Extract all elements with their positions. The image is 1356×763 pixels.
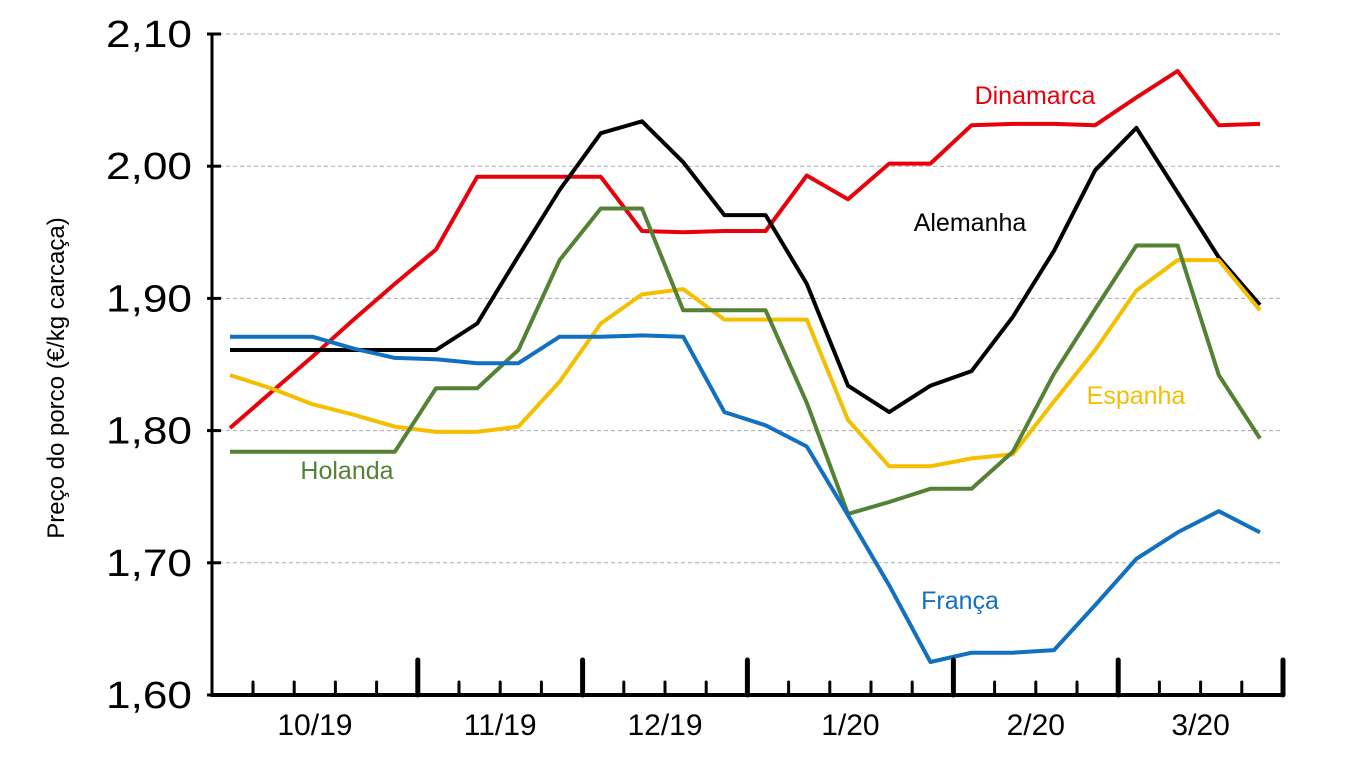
series-label: Espanha: [1087, 382, 1186, 410]
x-tick-label: 10/19: [277, 709, 352, 742]
x-tick-label: 11/19: [464, 709, 537, 742]
series-label: França: [921, 587, 999, 615]
x-tick-label: 12/19: [627, 709, 702, 742]
axes: [207, 32, 1286, 698]
series-line-espanha: [229, 258, 1262, 469]
series-label: Alemanha: [914, 209, 1027, 237]
x-tick-label: 2/20: [1007, 709, 1065, 742]
x-tick-label: 1/20: [821, 709, 879, 742]
gridlines: [212, 33, 1280, 564]
y-tick-label: 1,80: [106, 411, 192, 453]
y-tick-label: 1,70: [106, 543, 192, 585]
series-label: Holanda: [300, 457, 393, 485]
series-line-frança: [230, 333, 1261, 664]
x-tick-label: 3/20: [1171, 709, 1229, 742]
series-labels: Dinamarca Alemanha Espanha Holanda França: [300, 82, 1185, 615]
series-line-dinamarca: [228, 69, 1261, 430]
y-tick-labels: 1,60 1,70 1,80 1,90 2,00 2,10: [106, 14, 192, 717]
x-tick-labels: 10/19 11/19 12/19 1/20 2/20 3/20: [277, 709, 1229, 742]
y-tick-label: 2,10: [106, 14, 192, 56]
series-line-holanda: [230, 206, 1262, 516]
series-line-alemanha: [230, 119, 1262, 415]
y-axis-label: Preço do porco (€/kg carcaça): [43, 217, 70, 538]
y-tick-label: 2,00: [106, 146, 192, 188]
y-tick-label: 1,60: [106, 675, 192, 717]
series-label: Dinamarca: [975, 82, 1096, 110]
series-lines: [228, 69, 1262, 664]
y-tick-label: 1,90: [106, 278, 192, 320]
